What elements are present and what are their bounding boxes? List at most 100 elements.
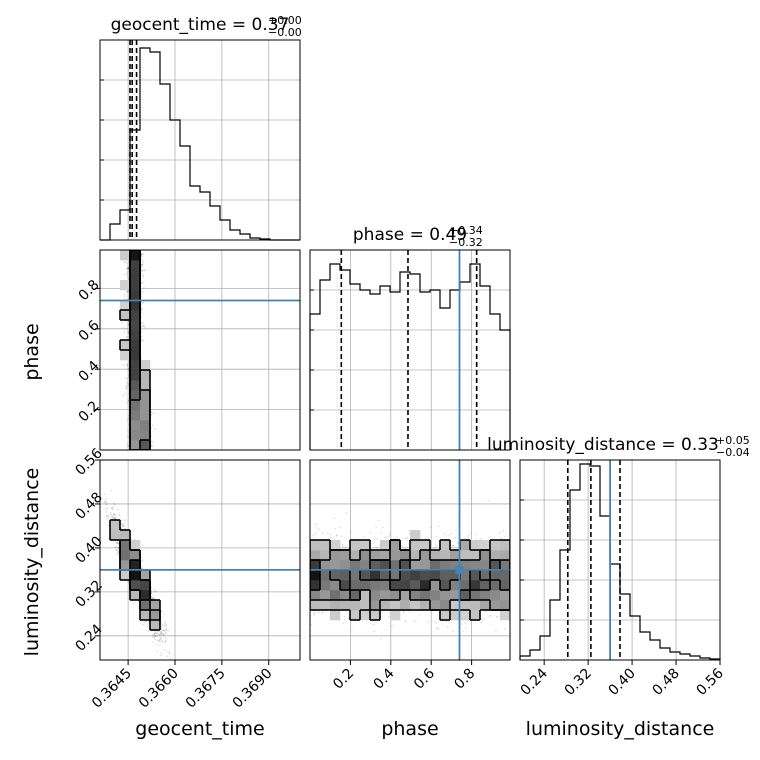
sample-point xyxy=(113,514,115,516)
sample-point xyxy=(141,340,144,342)
sample-point xyxy=(156,630,159,633)
density-cell xyxy=(120,300,131,311)
sample-point xyxy=(109,511,112,514)
sample-point xyxy=(121,524,124,527)
sample-point xyxy=(140,307,143,310)
sample-point xyxy=(165,649,168,652)
sample-point xyxy=(105,502,108,505)
sample-point xyxy=(140,292,143,295)
panel-content xyxy=(100,460,300,660)
sample-point xyxy=(124,260,126,263)
density-cell xyxy=(140,420,151,431)
sample-point xyxy=(123,331,126,334)
density-cell xyxy=(130,300,141,311)
sample-point xyxy=(127,290,130,292)
sample-point xyxy=(127,278,130,281)
sample-point xyxy=(160,636,163,639)
sample-point xyxy=(126,273,129,276)
sample-point xyxy=(152,636,155,638)
sample-point xyxy=(153,632,156,635)
sample-point xyxy=(127,368,130,371)
density-cell xyxy=(130,430,141,441)
sample-point xyxy=(105,503,108,506)
sample-point xyxy=(127,581,130,584)
sample-point xyxy=(126,363,129,366)
sample-point xyxy=(137,600,140,603)
sample-point xyxy=(154,427,157,430)
sample-point xyxy=(113,517,116,520)
sample-point xyxy=(127,267,129,269)
sample-point xyxy=(140,315,143,318)
density-cell xyxy=(130,410,141,421)
sample-point xyxy=(127,267,130,270)
sample-point xyxy=(161,629,164,632)
sample-point xyxy=(126,419,129,422)
density-cell xyxy=(130,350,141,361)
sample-point xyxy=(125,388,128,390)
sample-point xyxy=(140,336,143,338)
sample-point xyxy=(126,384,128,387)
density-cell xyxy=(130,440,141,450)
sample-point xyxy=(126,275,129,278)
sample-point xyxy=(125,327,128,330)
panel-frame xyxy=(309,249,511,451)
sample-point xyxy=(115,516,118,519)
sample-point xyxy=(162,629,165,632)
sample-point xyxy=(164,641,167,644)
sample-point xyxy=(127,382,129,385)
sample-point xyxy=(141,263,143,266)
sample-point xyxy=(127,331,130,334)
sample-point xyxy=(104,508,107,510)
density-cell xyxy=(140,400,151,411)
sample-point xyxy=(142,290,145,293)
sample-point xyxy=(122,363,125,366)
sample-point xyxy=(140,338,143,341)
sample-point xyxy=(152,641,155,643)
sample-point xyxy=(140,259,143,261)
panel-frame xyxy=(519,459,721,661)
sample-point xyxy=(126,365,128,368)
sample-point xyxy=(151,440,153,443)
sample-point xyxy=(144,269,147,272)
sample-point xyxy=(125,385,128,388)
density-cell xyxy=(120,340,131,351)
sample-point xyxy=(151,595,153,597)
sample-point xyxy=(120,321,123,324)
sample-point xyxy=(163,612,165,615)
sample-point xyxy=(144,620,147,623)
sample-point xyxy=(105,500,108,503)
sample-point xyxy=(140,253,143,255)
sample-point xyxy=(158,634,161,637)
density-cell xyxy=(130,330,141,341)
sample-point xyxy=(159,631,162,633)
sample-point xyxy=(127,399,130,402)
histogram-phase xyxy=(309,263,511,450)
sample-point xyxy=(126,381,129,384)
sample-point xyxy=(126,291,129,294)
sample-point xyxy=(166,655,169,658)
hist-panel-luminosity_distance xyxy=(519,459,721,661)
sample-point xyxy=(127,445,129,447)
sample-point xyxy=(127,445,129,447)
density-cell xyxy=(130,290,141,301)
sample-point xyxy=(145,623,148,625)
sample-point xyxy=(142,253,145,255)
density-cell xyxy=(130,380,141,391)
sample-point xyxy=(117,546,120,549)
sample-point xyxy=(107,515,109,518)
sample-point xyxy=(116,508,119,511)
sample-point xyxy=(141,567,144,570)
sample-point xyxy=(142,324,145,327)
sample-point xyxy=(163,629,166,631)
sample-point xyxy=(140,264,143,267)
sample-point xyxy=(103,493,106,495)
sample-point xyxy=(140,331,143,334)
sample-point xyxy=(142,325,145,328)
sample-point xyxy=(127,332,130,335)
sample-point xyxy=(153,588,155,591)
sample-point xyxy=(165,637,167,640)
sample-point xyxy=(141,269,144,272)
sample-point xyxy=(126,323,129,326)
sample-point xyxy=(123,522,125,525)
sample-point xyxy=(107,515,110,517)
